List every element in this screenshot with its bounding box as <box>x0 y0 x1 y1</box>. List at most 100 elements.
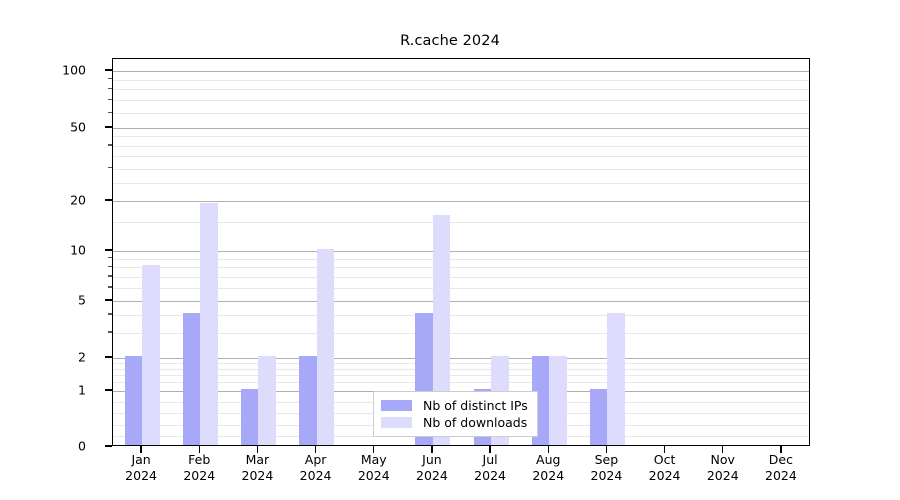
plot-area <box>112 58 810 446</box>
bar-feb-ips <box>182 312 201 445</box>
gridline-minor <box>113 89 809 91</box>
x-tick-label-may: May 2024 <box>358 452 390 483</box>
y-tick-label: 1 <box>78 382 86 398</box>
gridline-minor <box>113 221 809 223</box>
gridline-minor <box>113 258 809 260</box>
x-tick-label-apr: Apr 2024 <box>300 452 332 483</box>
x-tick-mark <box>198 446 200 453</box>
y-tick-mark-minor <box>108 275 112 277</box>
x-tick-mark <box>314 446 317 453</box>
gridline-minor <box>113 374 809 376</box>
gridline-minor <box>113 113 809 114</box>
x-tick-label-jan: Jan 2024 <box>125 452 157 483</box>
y-tick-mark-minor <box>108 265 112 267</box>
x-tick-month: Feb <box>188 452 211 467</box>
x-tick-year: 2024 <box>416 467 448 483</box>
y-tick-label: 50 <box>70 119 86 135</box>
x-tick-mark <box>722 446 724 453</box>
x-tick-month: Oct <box>653 452 676 467</box>
y-tick-label: 10 <box>70 242 86 258</box>
x-tick-year: 2024 <box>183 467 216 483</box>
gridline-minor <box>113 183 809 185</box>
chart-title: R.cache 2024 <box>400 33 500 49</box>
legend-label: Nb of downloads <box>423 415 528 430</box>
gridline-minor <box>113 156 809 158</box>
x-tick-year: 2024 <box>357 467 390 483</box>
gridline-minor <box>113 287 809 289</box>
y-tick-mark-minor <box>108 257 112 259</box>
bar-feb-downloads <box>200 202 218 445</box>
x-tick-month: Nov <box>710 452 735 467</box>
y-tick-mark-minor <box>108 98 112 101</box>
gridline-minor <box>113 368 809 370</box>
x-tick-mark <box>431 446 433 453</box>
x-tick-month: May <box>360 452 387 467</box>
y-tick-label: 20 <box>70 192 86 208</box>
y-tick-mark <box>105 199 112 201</box>
y-tick-label: 0 <box>78 438 86 454</box>
x-tick-month: Sep <box>594 452 619 467</box>
x-tick-month: Dec <box>768 452 793 467</box>
legend-swatch-icon <box>381 417 412 428</box>
x-tick-label-aug: Aug 2024 <box>532 452 564 483</box>
legend-label: Nb of distinct IPs <box>423 398 528 413</box>
y-tick-mark-minor <box>108 111 112 113</box>
gridline-minor <box>113 363 809 365</box>
x-tick-label-dec: Dec 2024 <box>765 452 797 483</box>
gridline-minor <box>113 168 809 170</box>
y-tick-mark <box>105 69 112 71</box>
legend-item[interactable]: Nb of distinct IPs <box>381 397 528 414</box>
gridline-major <box>113 128 809 129</box>
x-tick-month: Jul <box>482 452 498 467</box>
y-tick-mark <box>105 445 112 447</box>
x-tick-mark <box>780 446 782 453</box>
bar-mar-ips <box>240 389 259 445</box>
x-tick-year: 2024 <box>125 467 157 483</box>
bar-apr-ips <box>299 356 317 445</box>
x-tick-mark <box>373 446 375 453</box>
x-tick-month: Jan <box>131 452 151 467</box>
bar-aug-downloads <box>549 356 567 445</box>
x-tick-month: Mar <box>245 452 270 467</box>
gridline-minor <box>113 382 809 384</box>
y-tick-label: 100 <box>62 62 86 78</box>
y-tick-mark-minor <box>108 286 112 288</box>
x-tick-year: 2024 <box>299 467 332 483</box>
x-tick-year: 2024 <box>532 467 565 483</box>
gridline-major <box>113 71 809 72</box>
x-tick-label-sep: Sep 2024 <box>591 452 623 483</box>
x-tick-label-oct: Oct 2024 <box>649 452 681 483</box>
y-tick-mark-minor <box>108 144 112 146</box>
gridline-minor <box>113 100 809 102</box>
legend-item[interactable]: Nb of downloads <box>381 414 528 431</box>
gridline-minor <box>113 332 809 334</box>
x-tick-month: Apr <box>304 452 327 467</box>
x-tick-month: Jun <box>422 452 442 467</box>
y-tick-label: 2 <box>78 349 86 365</box>
gridline-minor <box>113 276 809 278</box>
y-tick-mark <box>105 299 112 301</box>
chart-legend: Nb of distinct IPs Nb of downloads <box>373 391 538 437</box>
y-tick-mark <box>105 249 112 251</box>
x-tick-label-mar: Mar 2024 <box>242 452 274 483</box>
gridline-minor <box>113 314 809 316</box>
y-tick-mark <box>105 356 112 358</box>
gridline-major <box>113 358 809 359</box>
y-tick-mark-minor <box>108 87 112 90</box>
x-tick-mark <box>605 446 608 453</box>
x-tick-label-nov: Nov 2024 <box>707 452 739 483</box>
y-tick-mark-minor <box>108 331 112 333</box>
x-tick-label-feb: Feb 2024 <box>183 452 215 483</box>
y-tick-mark <box>105 389 112 391</box>
bar-sep-downloads <box>607 312 625 445</box>
bar-jan-ips <box>124 356 143 445</box>
gridline-major <box>113 251 809 252</box>
x-tick-mark <box>547 446 549 453</box>
gridline-minor <box>113 145 809 147</box>
bar-mar-downloads <box>258 356 276 445</box>
y-tick-mark <box>105 126 112 128</box>
y-tick-mark-minor <box>108 78 112 80</box>
y-tick-mark-minor <box>108 313 112 315</box>
bar-jan-downloads <box>142 265 160 445</box>
x-tick-year: 2024 <box>590 467 623 483</box>
